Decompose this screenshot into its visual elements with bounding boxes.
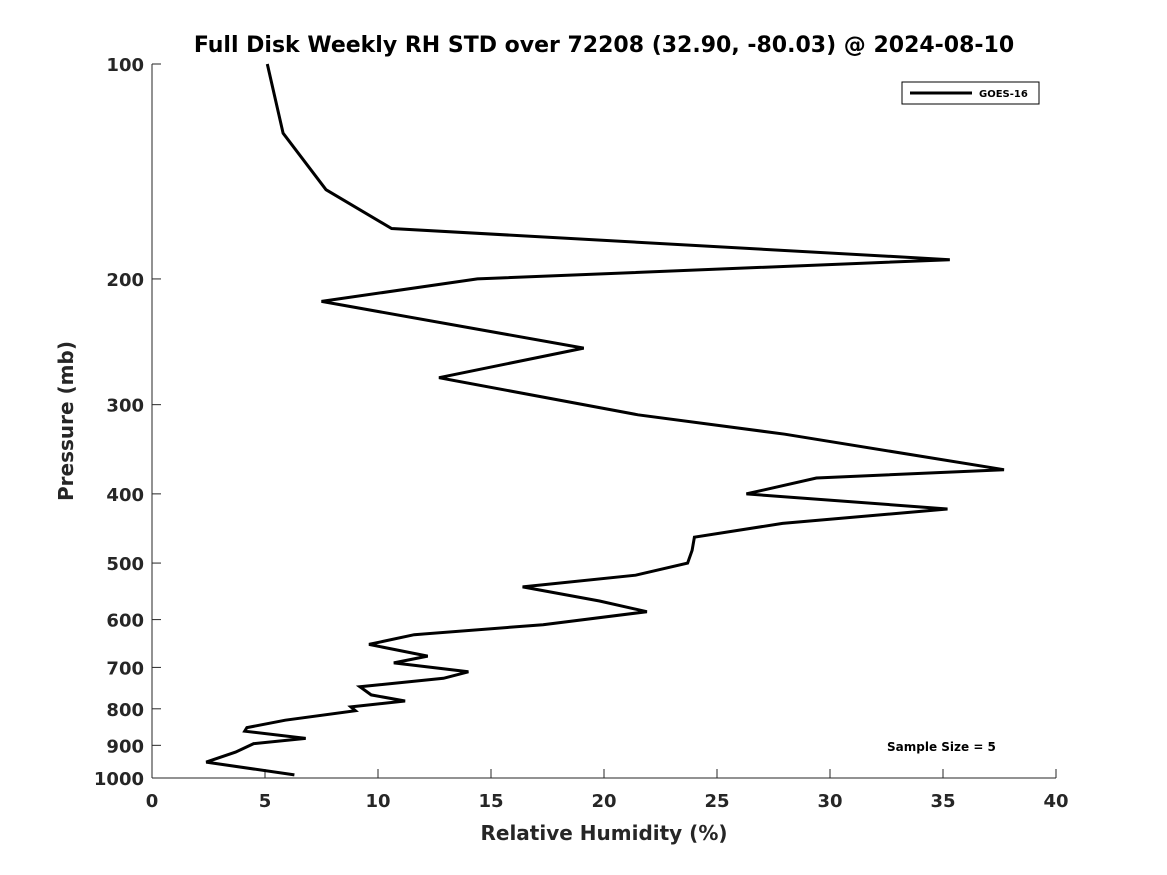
legend: GOES-16: [901, 81, 1040, 105]
y-tick-label-900: 900: [106, 736, 144, 757]
x-tick-label-10: 10: [365, 791, 390, 812]
x-tick-label-35: 35: [930, 791, 955, 812]
y-axis-label: Pressure (mb): [54, 341, 78, 501]
x-axis-label: Relative Humidity (%): [480, 821, 727, 845]
y-tick-label-800: 800: [106, 700, 144, 721]
x-tick-label-40: 40: [1043, 791, 1068, 812]
axes: 0 5 10 15 20 25 30 35 40 100 200 300 400 500 600 700 800…: [94, 55, 1069, 812]
chart-title: Full Disk Weekly RH STD over 72208 (32.9…: [194, 33, 1014, 58]
y-tick-label-500: 500: [106, 554, 144, 575]
plot-background: [152, 64, 1056, 778]
y-tick-label-400: 400: [106, 485, 144, 506]
y-tick-label-100: 100: [106, 55, 144, 76]
legend-label: GOES-16: [979, 89, 1028, 100]
y-tick-label-600: 600: [106, 611, 144, 632]
series-line-goes-16: [205, 63, 1005, 777]
x-tick-label-15: 15: [478, 791, 503, 812]
y-tick-label-700: 700: [106, 658, 144, 679]
x-tick-label-25: 25: [704, 791, 729, 812]
sample-size-annotation: Sample Size = 5: [887, 740, 996, 754]
x-tick-label-20: 20: [591, 791, 616, 812]
y-tick-label-1000: 1000: [94, 769, 144, 790]
x-tick-label-5: 5: [259, 791, 272, 812]
y-tick-label-200: 200: [106, 270, 144, 291]
x-tick-label-0: 0: [146, 791, 159, 812]
x-tick-label-30: 30: [817, 791, 842, 812]
y-tick-label-300: 300: [106, 396, 144, 417]
